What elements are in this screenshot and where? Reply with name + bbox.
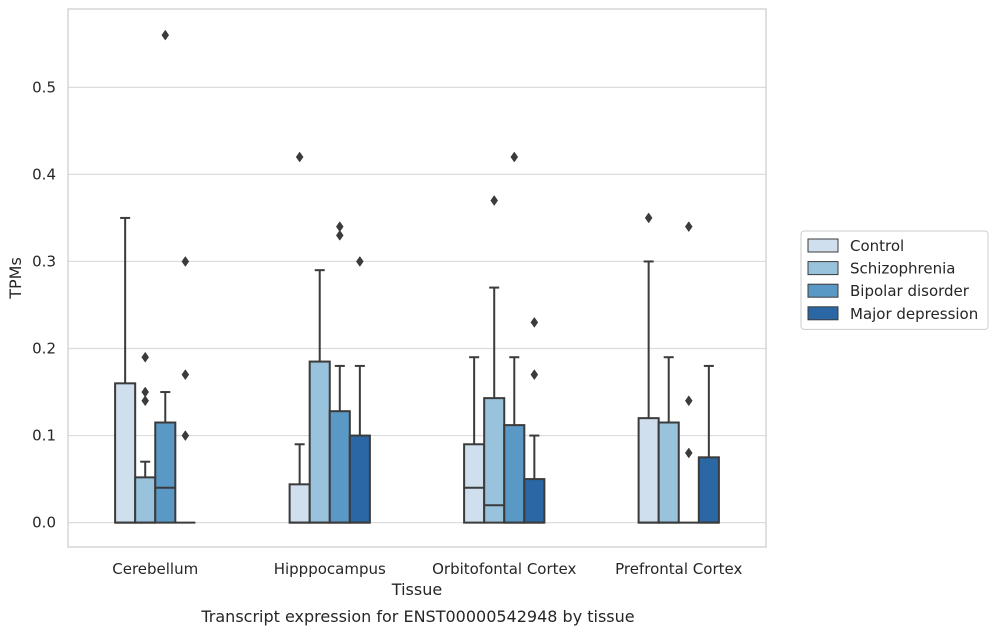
legend-swatch: [807, 306, 839, 321]
box-0-3: [637, 212, 660, 524]
legend: Control Schizophrenia Bipolar disorder Majo…: [800, 230, 989, 330]
legend-swatch: [807, 283, 839, 298]
box-2-0: [154, 29, 177, 524]
y-tick-label: 0.0: [32, 514, 56, 532]
box-1-1: [308, 269, 331, 524]
y-tick-label: 0.2: [32, 340, 56, 358]
box-body: [483, 397, 506, 524]
outlier-point: [335, 229, 344, 241]
outlier-point: [684, 221, 693, 233]
x-tick-label: Orbitofontal Cortex: [432, 560, 576, 578]
y-tick-label: 0.4: [32, 165, 56, 183]
box-2-3: [678, 221, 699, 524]
outlier-point: [295, 151, 304, 163]
chart-caption: Transcript expression for ENST0000054294…: [200, 607, 634, 626]
box-body: [308, 360, 331, 524]
box-body: [657, 421, 680, 524]
legend-label: Bipolar disorder: [850, 282, 970, 300]
outlier-point: [530, 316, 539, 328]
outlier-point: [161, 29, 170, 41]
box-body: [463, 443, 486, 524]
x-tick-label: Cerebellum: [112, 560, 198, 578]
box-body: [348, 434, 371, 524]
box-body: [328, 410, 351, 524]
legend-label: Schizophrenia: [850, 260, 955, 278]
box-1-3: [657, 356, 680, 524]
outlier-point: [684, 447, 693, 459]
y-tick-label: 0.3: [32, 252, 56, 270]
outlier-point: [141, 395, 150, 407]
outlier-point: [490, 195, 499, 206]
legend-label: Major depression: [850, 305, 978, 323]
box-2-2: [503, 151, 526, 524]
outlier-point: [356, 256, 364, 267]
box-body: [523, 478, 546, 524]
outlier-point: [141, 351, 150, 363]
box-3-2: [523, 316, 546, 524]
x-tick-label: Hipppocampus: [274, 560, 386, 578]
box-group: [114, 29, 720, 524]
x-tick-label: Prefrontal Cortex: [615, 560, 742, 578]
outlier-point: [181, 430, 190, 442]
box-2-1: [328, 221, 351, 524]
outlier-point: [510, 151, 519, 163]
legend-frame: [800, 230, 989, 330]
y-axis-label: TPMs: [6, 257, 25, 300]
outlier-point: [141, 386, 150, 398]
box-body: [697, 456, 720, 524]
outlier-point: [684, 395, 693, 407]
box-body: [503, 424, 526, 524]
box-3-0: [175, 256, 196, 524]
plot-frame: [67, 8, 767, 548]
legend-swatch: [807, 261, 839, 276]
legend-label: Control: [850, 237, 904, 255]
box-1-0: [134, 351, 157, 524]
box-body: [288, 483, 311, 524]
box-1-2: [483, 195, 506, 524]
box-body: [154, 421, 177, 524]
box-body: [114, 382, 137, 524]
outlier-point: [181, 256, 190, 267]
box-0-2: [463, 356, 486, 524]
x-tick-labels: Cerebellum Hipppocampus Orbitofontal Corte…: [112, 560, 742, 578]
legend-swatch: [807, 238, 839, 253]
box-3-3: [697, 364, 720, 524]
y-tick-label: 0.1: [32, 427, 56, 445]
box-0-0: [114, 216, 137, 524]
box-3-1: [348, 256, 371, 524]
box-0-1: [288, 151, 311, 524]
outlier-point: [335, 221, 344, 233]
box-body: [134, 476, 157, 524]
outlier-point: [644, 212, 653, 224]
y-tick-labels: 0.0 0.1 0.2 0.3 0.4 0.5: [32, 78, 56, 531]
x-axis-label: Tissue: [391, 580, 442, 599]
box-body: [637, 417, 660, 524]
outlier-point: [530, 369, 539, 381]
y-tick-label: 0.5: [32, 78, 56, 96]
outlier-point: [181, 369, 190, 381]
